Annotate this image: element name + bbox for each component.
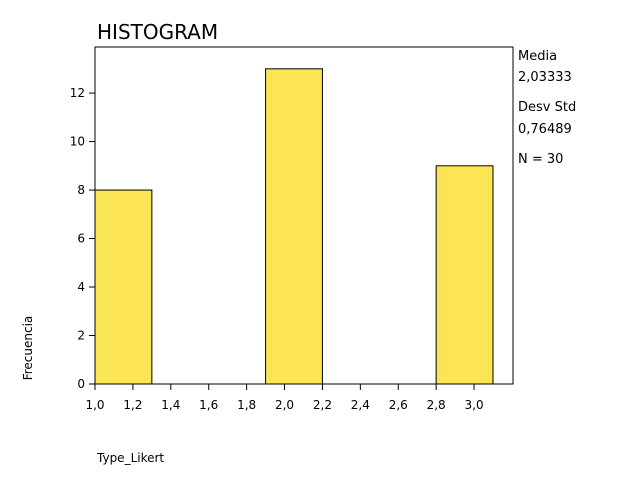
histogram-bar-1	[94, 189, 153, 385]
histogram-bar-2	[265, 68, 323, 385]
y-tick-label: 6	[77, 232, 85, 246]
x-tick-label: 2,4	[351, 398, 370, 412]
chart-title: HISTOGRAM	[97, 20, 218, 44]
y-tick-label: 2	[77, 329, 85, 343]
y-tick-label: 0	[77, 377, 85, 391]
x-tick-label: 1,6	[199, 398, 218, 412]
x-axis: 1,0 1,2 1,4 1,6 1,8 2,0 2,2 2,4 2,6 2,8 3,0	[85, 384, 484, 412]
x-tick-label: 1,4	[161, 398, 180, 412]
x-tick-label: 1,8	[237, 398, 256, 412]
x-tick-label: 2,0	[275, 398, 294, 412]
x-axis-title: Type_Likert	[96, 451, 164, 465]
stat-mean-label: Media	[518, 49, 557, 64]
x-tick-label: 2,8	[427, 398, 446, 412]
y-tick-label: 10	[70, 135, 85, 149]
bars-group	[94, 68, 494, 385]
x-tick-label: 2,6	[389, 398, 408, 412]
stat-std-label: Desv Std	[518, 100, 576, 115]
y-tick-label: 4	[77, 280, 85, 294]
x-tick-label: 3,0	[465, 398, 484, 412]
stats-box: Media 2,03333 Desv Std 0,76489 N = 30	[518, 49, 576, 167]
stat-n: N = 30	[518, 152, 563, 167]
x-tick-label: 1,2	[123, 398, 142, 412]
stat-mean-value: 2,03333	[518, 70, 572, 85]
x-tick-label: 1,0	[85, 398, 104, 412]
stat-std-value: 0,76489	[518, 122, 572, 137]
x-tick-label: 2,2	[313, 398, 332, 412]
y-tick-label: 8	[77, 183, 85, 197]
y-axis: 0 2 4 6 8 10 12	[70, 86, 95, 391]
histogram-bar-3	[435, 165, 494, 385]
y-tick-label: 12	[70, 86, 85, 100]
y-axis-title: Frecuencia	[21, 316, 35, 381]
